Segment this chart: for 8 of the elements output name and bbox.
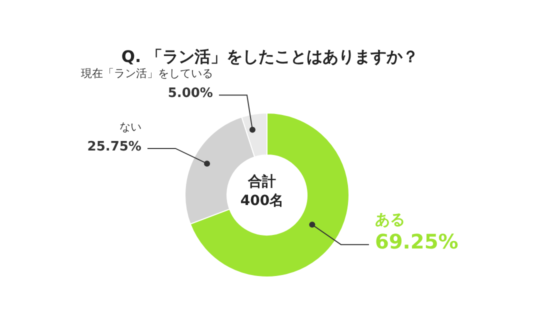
text: 合計 400名 bbox=[240, 174, 284, 209]
data-label: 69.25% bbox=[374, 230, 458, 254]
data-label: 25.75% bbox=[87, 139, 142, 154]
data-label: 5.00% bbox=[168, 86, 213, 102]
chart-title: Q. 「ラン活」をしたことはありますか？ bbox=[121, 47, 419, 66]
slice-label: 現在「ラン活」をしている bbox=[80, 67, 213, 80]
slice-label: ない bbox=[119, 120, 142, 134]
slice-label: ある bbox=[374, 210, 405, 229]
